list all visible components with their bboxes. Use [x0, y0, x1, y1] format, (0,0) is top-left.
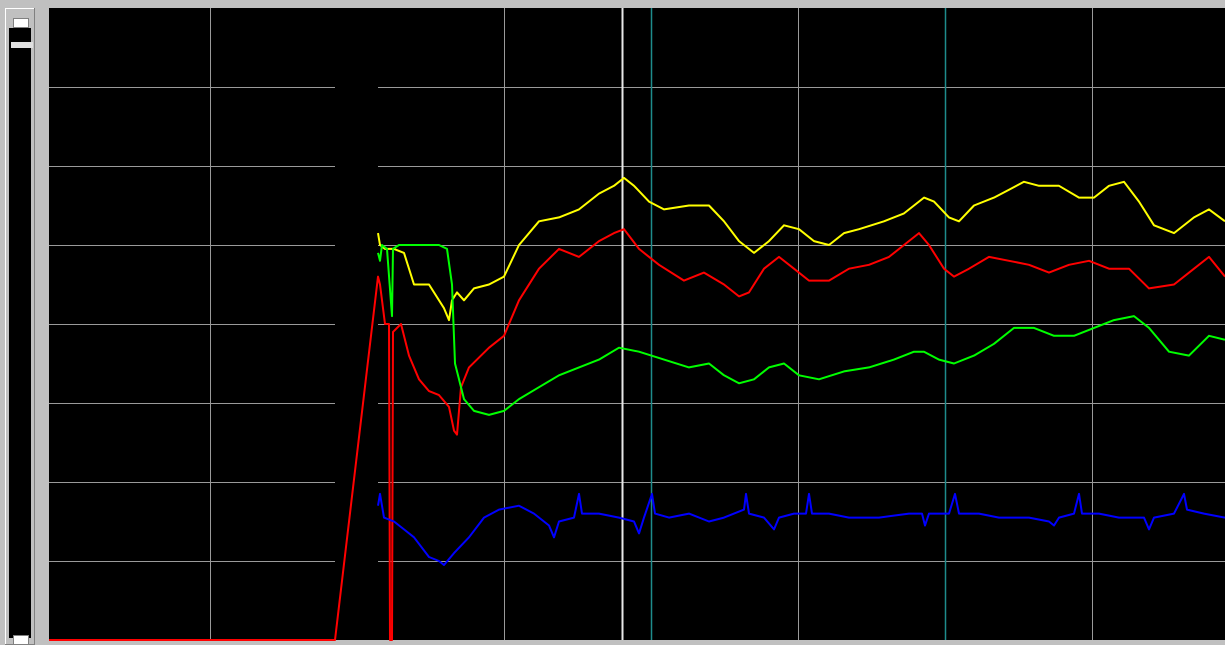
plot-gap [335, 8, 378, 640]
scrollbar-thumb[interactable] [11, 42, 33, 48]
series-line-3 [377, 244, 1225, 416]
line-chart [49, 8, 1225, 641]
scroll-down-arrow-icon[interactable] [13, 635, 29, 645]
series-line-4 [377, 492, 1225, 566]
series-group [49, 176, 1225, 641]
scrollbar-track[interactable] [9, 28, 33, 638]
series-line-2 [49, 228, 1225, 641]
cursor-markers [621, 8, 947, 640]
vertical-scrollbar[interactable] [5, 8, 35, 645]
scroll-up-arrow-icon[interactable] [13, 18, 29, 28]
series-line-1 [377, 176, 1225, 322]
grid-lines [49, 8, 1225, 640]
plot-area [35, 8, 1225, 645]
